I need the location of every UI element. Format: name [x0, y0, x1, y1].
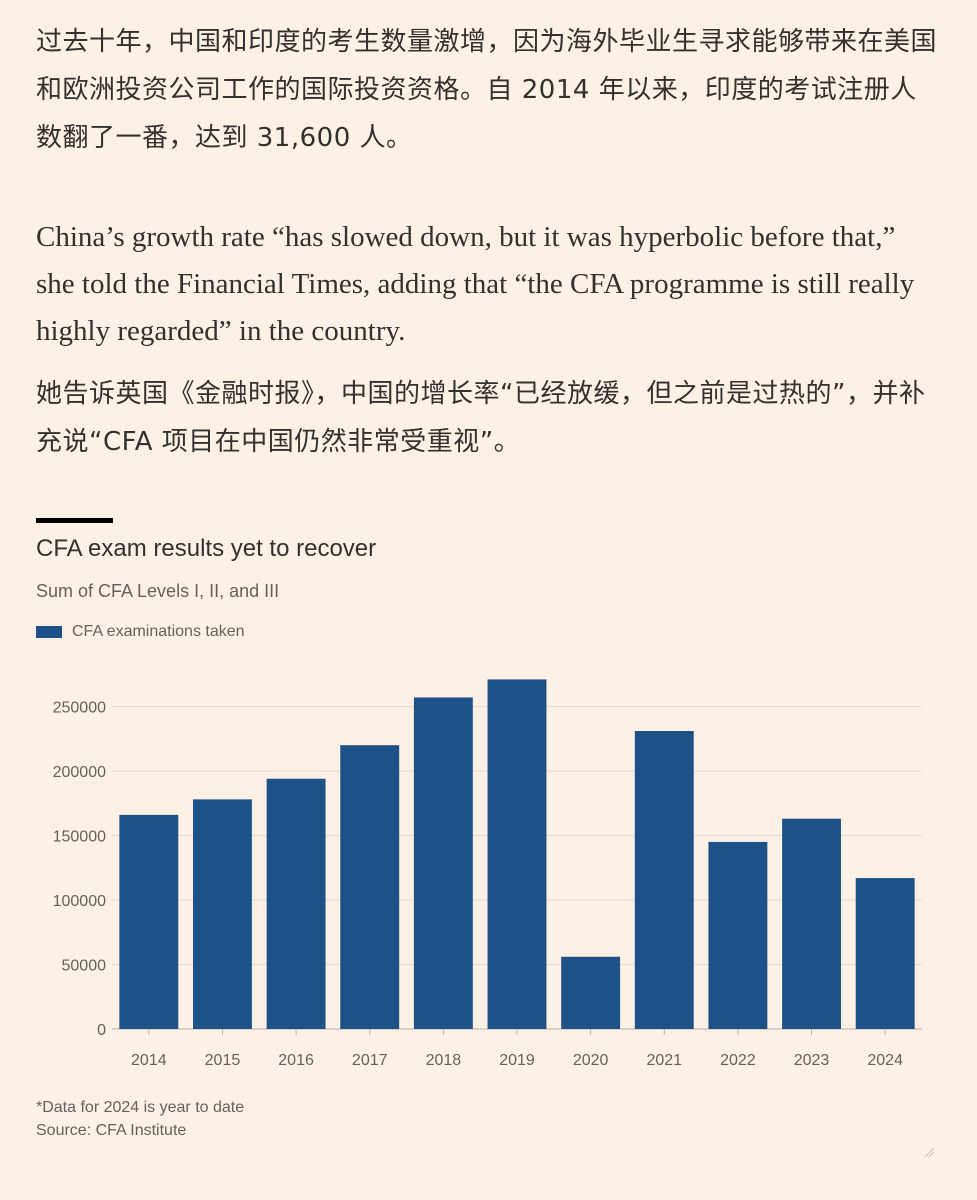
y-tick-label: 200000 [53, 764, 106, 781]
bar-2017 [340, 745, 400, 1029]
chart-legend: CFA examinations taken [36, 623, 245, 641]
x-tick-label: 2023 [794, 1052, 830, 1069]
bar-2015 [193, 799, 252, 1029]
chart-footnote: *Data for 2024 is year to date [36, 1099, 245, 1116]
x-tick-label: 2014 [131, 1052, 167, 1069]
chart-subtitle: Sum of CFA Levels I, II, and III [36, 581, 280, 601]
bar-2021 [634, 731, 694, 1029]
x-tick-label: 2022 [720, 1052, 756, 1069]
zh-paragraph-1: 过去十年，中国和印度的考生数量激增，因为海外毕业生寻求能够带来在美国和欧洲投资公… [36, 27, 938, 153]
x-tick-label: 2016 [278, 1052, 314, 1069]
bar-2016 [266, 778, 326, 1029]
x-tick-label: 2015 [205, 1052, 241, 1069]
en-paragraph-2: China’s growth rate “has slowed down, bu… [36, 221, 915, 347]
bar-2023 [782, 818, 841, 1029]
y-tick-label: 100000 [53, 893, 106, 910]
chart-title: CFA exam results yet to recover [36, 535, 377, 562]
legend-swatch [36, 626, 62, 638]
chart-header-rule [36, 518, 113, 523]
x-tick-label: 2021 [646, 1052, 682, 1069]
y-tick-label: 50000 [62, 958, 107, 975]
bar-2018 [413, 697, 473, 1029]
y-tick-label: 150000 [53, 829, 106, 846]
x-tick-label: 2024 [867, 1052, 903, 1069]
y-tick-label: 0 [97, 1022, 106, 1039]
bar-chart: 0 50000 100000 150000 200000 250000 2014 2015 20… [53, 679, 922, 1069]
x-tick-label: 2020 [573, 1052, 609, 1069]
bar-2022 [708, 841, 768, 1029]
zh-paragraph-2: 她告诉英国《金融时报》，中国的增长率“已经放缓，但之前是过热的”，并补充说“CF… [36, 379, 926, 457]
x-tick-label: 2017 [352, 1052, 388, 1069]
bar-2024 [855, 878, 915, 1029]
x-tick-label: 2019 [499, 1052, 535, 1069]
bar-2014 [119, 814, 179, 1029]
x-tick-label: 2018 [426, 1052, 462, 1069]
chart-source: Source: CFA Institute [36, 1122, 187, 1139]
y-tick-label: 250000 [53, 700, 106, 717]
bar-2020 [561, 956, 621, 1029]
bar-2019 [487, 679, 547, 1029]
resize-grip-icon[interactable] [923, 1146, 935, 1158]
legend-label: CFA examinations taken [72, 623, 245, 640]
